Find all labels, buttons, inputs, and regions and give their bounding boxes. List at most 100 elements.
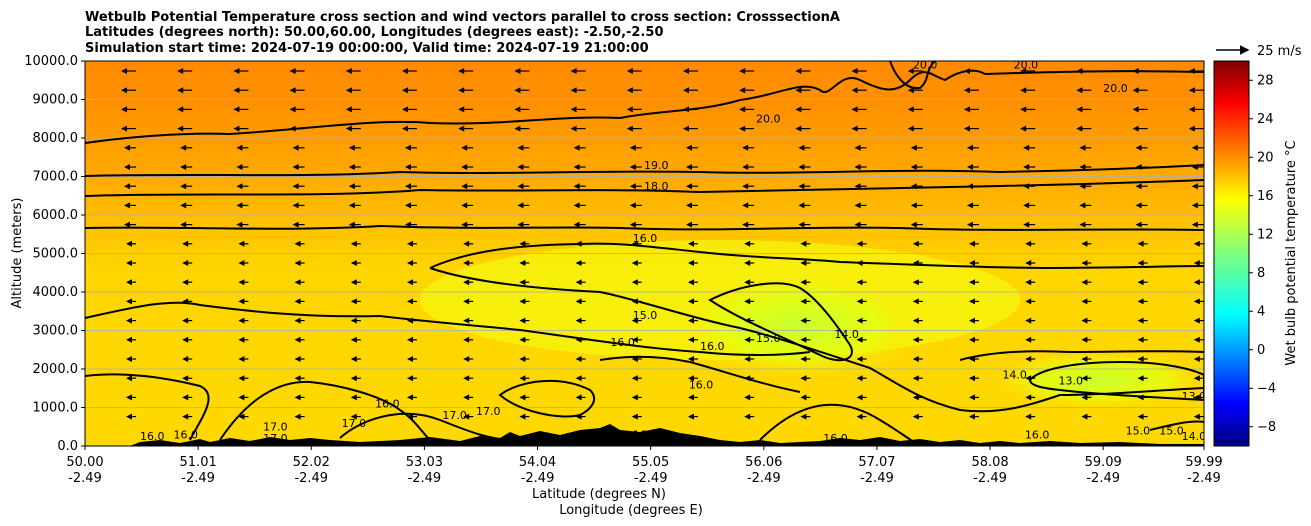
colorbar-tick-label: 16 xyxy=(1257,189,1274,204)
wind-arrowhead xyxy=(631,356,638,362)
contour-label: 20.0 xyxy=(1014,59,1039,72)
wind-arrowhead xyxy=(1076,87,1083,94)
wind-arrowhead xyxy=(294,413,301,420)
wind-arrowhead xyxy=(629,221,636,228)
wind-arrowhead xyxy=(348,164,355,170)
colorbar-tick-label: 8 xyxy=(1257,266,1265,281)
wind-arrowhead xyxy=(177,87,184,94)
wind-arrowhead xyxy=(289,68,296,74)
contour-label: 17.0 xyxy=(442,409,467,422)
wind-arrowhead xyxy=(238,240,245,247)
x-axis-label-longitude: Longitude (degrees E) xyxy=(559,503,703,518)
cool-region-north xyxy=(990,350,1204,410)
wind-arrowhead xyxy=(907,106,914,113)
wind-arrowhead xyxy=(570,125,577,132)
contour-16-valley xyxy=(759,403,921,446)
wind-arrowhead xyxy=(688,317,694,324)
wind-arrowhead xyxy=(519,394,526,401)
wind-arrowhead xyxy=(1081,336,1088,343)
wind-arrowhead xyxy=(800,298,807,305)
x-tick-label-lat: 56.06 xyxy=(745,455,782,470)
wind-arrowhead xyxy=(688,240,694,247)
wind-arrowhead xyxy=(629,144,636,151)
wind-arrowhead xyxy=(461,164,468,170)
wind-arrowhead xyxy=(345,125,352,132)
wind-arrowhead xyxy=(1188,125,1195,132)
contour-label: 16.0 xyxy=(1025,428,1050,441)
wind-arrowhead xyxy=(854,164,861,170)
wind-arrowhead xyxy=(407,356,413,362)
contour-label: 15.0 xyxy=(1126,424,1151,437)
wind-arrowhead xyxy=(407,260,413,266)
wind-arrowhead xyxy=(686,144,692,151)
wind-arrowhead xyxy=(294,356,301,362)
wind-arrowhead xyxy=(856,279,863,286)
wind-arrowhead xyxy=(969,260,975,266)
y-tick-label: 1000.0 xyxy=(33,401,79,416)
contour-label: 20.0 xyxy=(913,59,938,72)
wind-arrowhead xyxy=(683,106,689,113)
wind-arrowhead xyxy=(517,183,524,190)
wind-arrowhead xyxy=(688,413,694,420)
wind-arrowhead xyxy=(744,356,751,362)
wind-arrowhead xyxy=(856,356,863,362)
y-tick-label: 7000.0 xyxy=(33,170,79,185)
x-tick-label-lat: 57.07 xyxy=(858,455,895,470)
wind-arrowhead xyxy=(739,87,746,94)
contour-label: 18.0 xyxy=(644,180,669,193)
wind-arrowhead xyxy=(519,336,526,343)
wind-arrowhead xyxy=(182,394,189,401)
wind-arrowhead xyxy=(686,183,692,190)
colorbar-tick-label: 0 xyxy=(1257,343,1265,358)
wind-arrowhead xyxy=(1081,413,1088,420)
wind-arrowhead xyxy=(907,125,914,132)
wind-arrowhead xyxy=(854,221,861,228)
wind-arrowhead xyxy=(1025,394,1032,401)
wind-arrowhead xyxy=(458,125,465,132)
wind-arrowhead xyxy=(575,394,582,401)
wind-arrowhead xyxy=(182,317,189,324)
wind-arrowhead xyxy=(1020,87,1027,94)
wind-arrowhead xyxy=(798,221,805,228)
wind-arrowhead xyxy=(1079,144,1086,151)
terrain xyxy=(85,424,1204,446)
x-tick-label-lat: 51.01 xyxy=(180,455,217,470)
wind-arrowhead xyxy=(519,298,526,305)
contour-label: 16.0 xyxy=(823,432,848,445)
wind-arrowhead xyxy=(348,183,355,190)
wind-arrowhead xyxy=(683,87,689,94)
wind-arrowhead xyxy=(407,394,413,401)
wind-arrowhead xyxy=(463,394,470,401)
contour-label: 16.0 xyxy=(633,428,658,441)
wind-arrowhead xyxy=(236,221,243,228)
colorbar-tick-label: −8 xyxy=(1257,420,1276,435)
wind-arrowhead xyxy=(1081,240,1088,247)
contour-label: 20.0 xyxy=(756,113,781,126)
x-tick-label-lat: 58.08 xyxy=(971,455,1008,470)
contour-label: 14.0 xyxy=(1002,369,1027,382)
wind-arrowhead xyxy=(519,413,526,420)
wind-arrowhead xyxy=(631,279,638,286)
wind-arrowhead xyxy=(969,413,975,420)
wind-arrowhead xyxy=(514,106,521,113)
contour-label: 16.0 xyxy=(174,428,199,441)
wind-arrowhead xyxy=(345,68,352,74)
wind-arrowhead xyxy=(1023,144,1030,151)
wind-arrowhead xyxy=(348,202,355,209)
wind-arrowhead xyxy=(514,87,521,94)
wind-arrowhead xyxy=(236,144,243,151)
wind-arrowhead xyxy=(350,298,357,305)
wind-arrowhead xyxy=(1193,413,1200,420)
y-tick-label: 4000.0 xyxy=(33,285,79,300)
wind-arrowhead xyxy=(182,298,189,305)
wind-arrowhead xyxy=(126,413,132,420)
wind-arrowhead xyxy=(1193,260,1200,266)
wind-arrowhead xyxy=(458,106,465,113)
wind-arrowhead xyxy=(238,279,245,286)
wind-arrowhead xyxy=(294,394,301,401)
wind-arrowhead xyxy=(233,87,240,94)
x-tick-label-lon: -2.49 xyxy=(68,471,102,486)
wind-arrowhead xyxy=(626,68,633,74)
wind-arrowhead xyxy=(126,298,132,305)
wind-arrowhead xyxy=(1193,394,1200,401)
